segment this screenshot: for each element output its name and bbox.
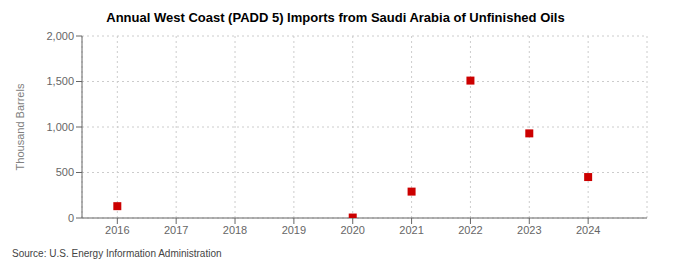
html-text:Source: U.S. Energy Informatio: Source: U.S. Energy Information Administ… [12, 248, 222, 259]
svg-text:2020: 2020 [340, 224, 364, 236]
svg-text:2017: 2017 [164, 224, 188, 236]
svg-text:1,000: 1,000 [46, 121, 74, 133]
svg-text:2022: 2022 [458, 224, 482, 236]
html-text:Annual West Coast (PADD 5) Imp: Annual West Coast (PADD 5) Imports from … [106, 10, 565, 25]
svg-text:500: 500 [56, 166, 74, 178]
svg-text:2016: 2016 [105, 224, 129, 236]
svg-text:2,000: 2,000 [46, 30, 74, 42]
svg-text:2019: 2019 [282, 224, 306, 236]
svg-text:2024: 2024 [576, 224, 600, 236]
svg-text:0: 0 [68, 212, 74, 224]
svg-text:2021: 2021 [399, 224, 423, 236]
svg-text:Thousand Barrels: Thousand Barrels [14, 83, 26, 170]
svg-text:1,500: 1,500 [46, 75, 74, 87]
svg-text:2023: 2023 [517, 224, 541, 236]
svg-text:2018: 2018 [223, 224, 247, 236]
